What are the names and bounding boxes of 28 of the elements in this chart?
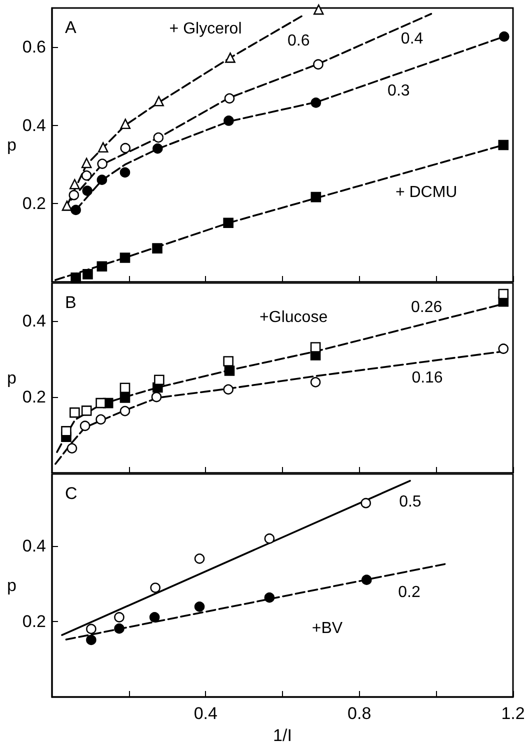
text: A xyxy=(65,18,77,37)
x-tick-label: 0.4 xyxy=(194,704,218,723)
series-label: 0.4 xyxy=(400,30,424,48)
y-tick-label: 0.2 xyxy=(22,612,46,631)
y-axis-title: p xyxy=(7,136,16,154)
series-label: 0.3 xyxy=(388,82,410,100)
annotation: + Glycerol xyxy=(169,20,242,38)
y-tick-label: 0.2 xyxy=(22,388,46,406)
y-tick-label: 0.6 xyxy=(22,38,46,57)
y-tick-label: 0.2 xyxy=(22,194,46,214)
series-label: 0.26 xyxy=(410,299,442,316)
y-axis-title: p xyxy=(7,576,16,595)
text: B xyxy=(65,293,76,312)
series-label: 0.5 xyxy=(399,494,422,511)
y-axis-title: p xyxy=(7,368,16,388)
series-label: 0.2 xyxy=(398,584,420,602)
x-axis-title: 1/I xyxy=(273,726,292,745)
annotation: +Glucose xyxy=(260,309,328,326)
y-tick-label: 0.4 xyxy=(22,536,46,556)
annotation: +BV xyxy=(312,620,343,637)
text: C xyxy=(65,484,78,503)
x-tick-label: 1.2 xyxy=(501,704,525,723)
y-tick-label: 0.4 xyxy=(22,312,46,330)
series-label: 0.6 xyxy=(288,32,310,50)
x-tick-label: 0.8 xyxy=(348,704,372,723)
annotation: + DCMU xyxy=(395,184,458,202)
series-label: 0.16 xyxy=(412,370,443,386)
y-tick-label: 0.4 xyxy=(22,116,46,135)
